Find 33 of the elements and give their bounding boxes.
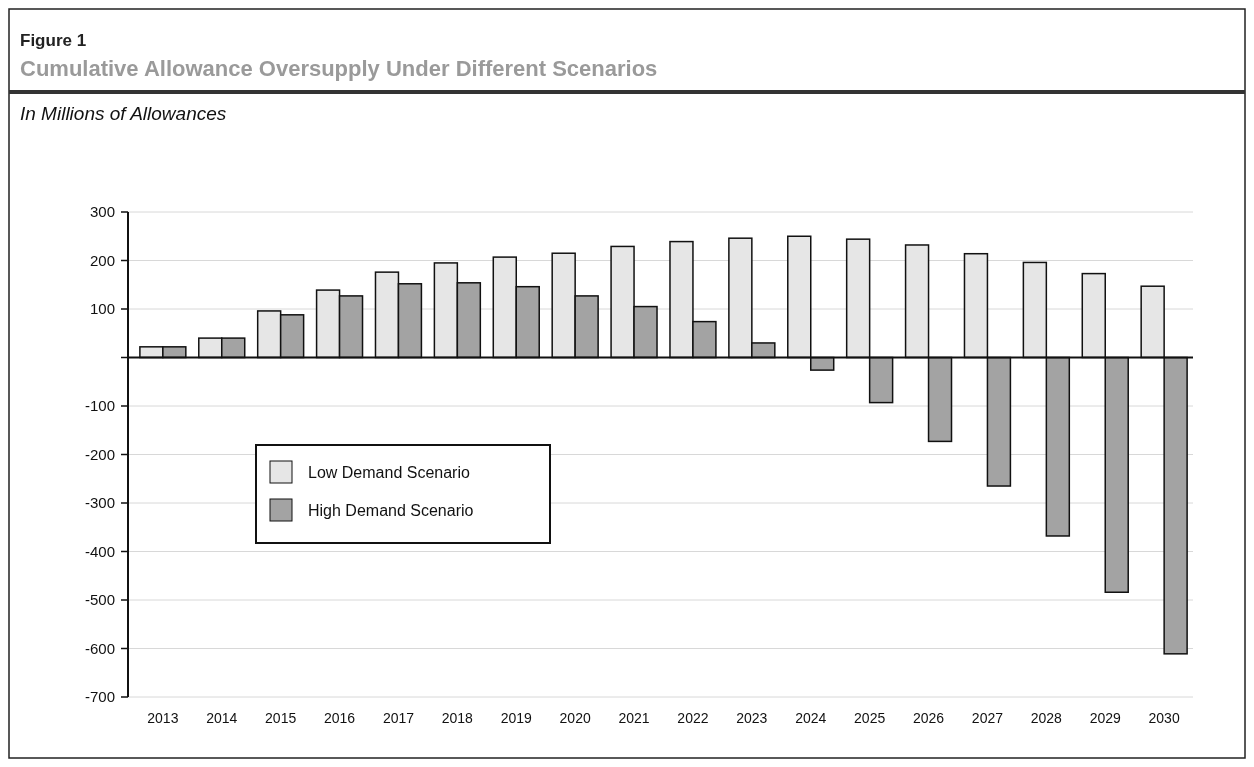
y-tick-label: -200 xyxy=(84,445,115,463)
x-tick-label: 2022 xyxy=(677,710,709,726)
x-tick-label: 2025 xyxy=(854,710,886,726)
x-tick-label: 2014 xyxy=(206,710,238,726)
y-tick-label: -300 xyxy=(84,494,115,512)
y-tick-label: 300 xyxy=(89,203,115,221)
x-tick-label: 2021 xyxy=(618,710,650,726)
y-tick-label: 200 xyxy=(89,251,115,269)
y-tick-label: -100 xyxy=(84,397,115,415)
x-tick-label: 2020 xyxy=(559,710,591,726)
x-tick-label: 2016 xyxy=(323,710,356,726)
legend-label: Low Demand Scenario xyxy=(308,463,470,481)
x-tick-label: 2015 xyxy=(265,710,297,726)
legend-label: High Demand Scenario xyxy=(308,501,474,519)
chart-subtitle: In Millions of Allowances xyxy=(20,103,227,124)
x-tick-label: 2019 xyxy=(500,710,533,726)
y-tick-label: 100 xyxy=(89,300,115,318)
caption: Figure 1 xyxy=(20,31,87,50)
x-tick-label: 2018 xyxy=(441,710,474,726)
y-tick-label: -500 xyxy=(84,591,115,609)
x-tick-label: 2017 xyxy=(382,710,415,726)
y-tick-label: -700 xyxy=(84,688,115,706)
x-tick-label: 2013 xyxy=(147,710,179,726)
y-tick-label: -600 xyxy=(84,639,115,657)
x-tick-label: 2026 xyxy=(912,710,945,726)
x-tick-label: 2028 xyxy=(1030,710,1063,726)
x-tick-label: 2023 xyxy=(736,710,768,726)
x-tick-label: 2024 xyxy=(795,710,827,726)
y-tick-label: -400 xyxy=(84,542,115,560)
x-tick-label: 2027 xyxy=(971,710,1004,726)
x-tick-label: 2030 xyxy=(1148,710,1180,726)
chart-title: Cumulative Allowance Oversupply Under Different Scenarios xyxy=(20,56,658,81)
x-tick-label: 2029 xyxy=(1089,710,1122,726)
